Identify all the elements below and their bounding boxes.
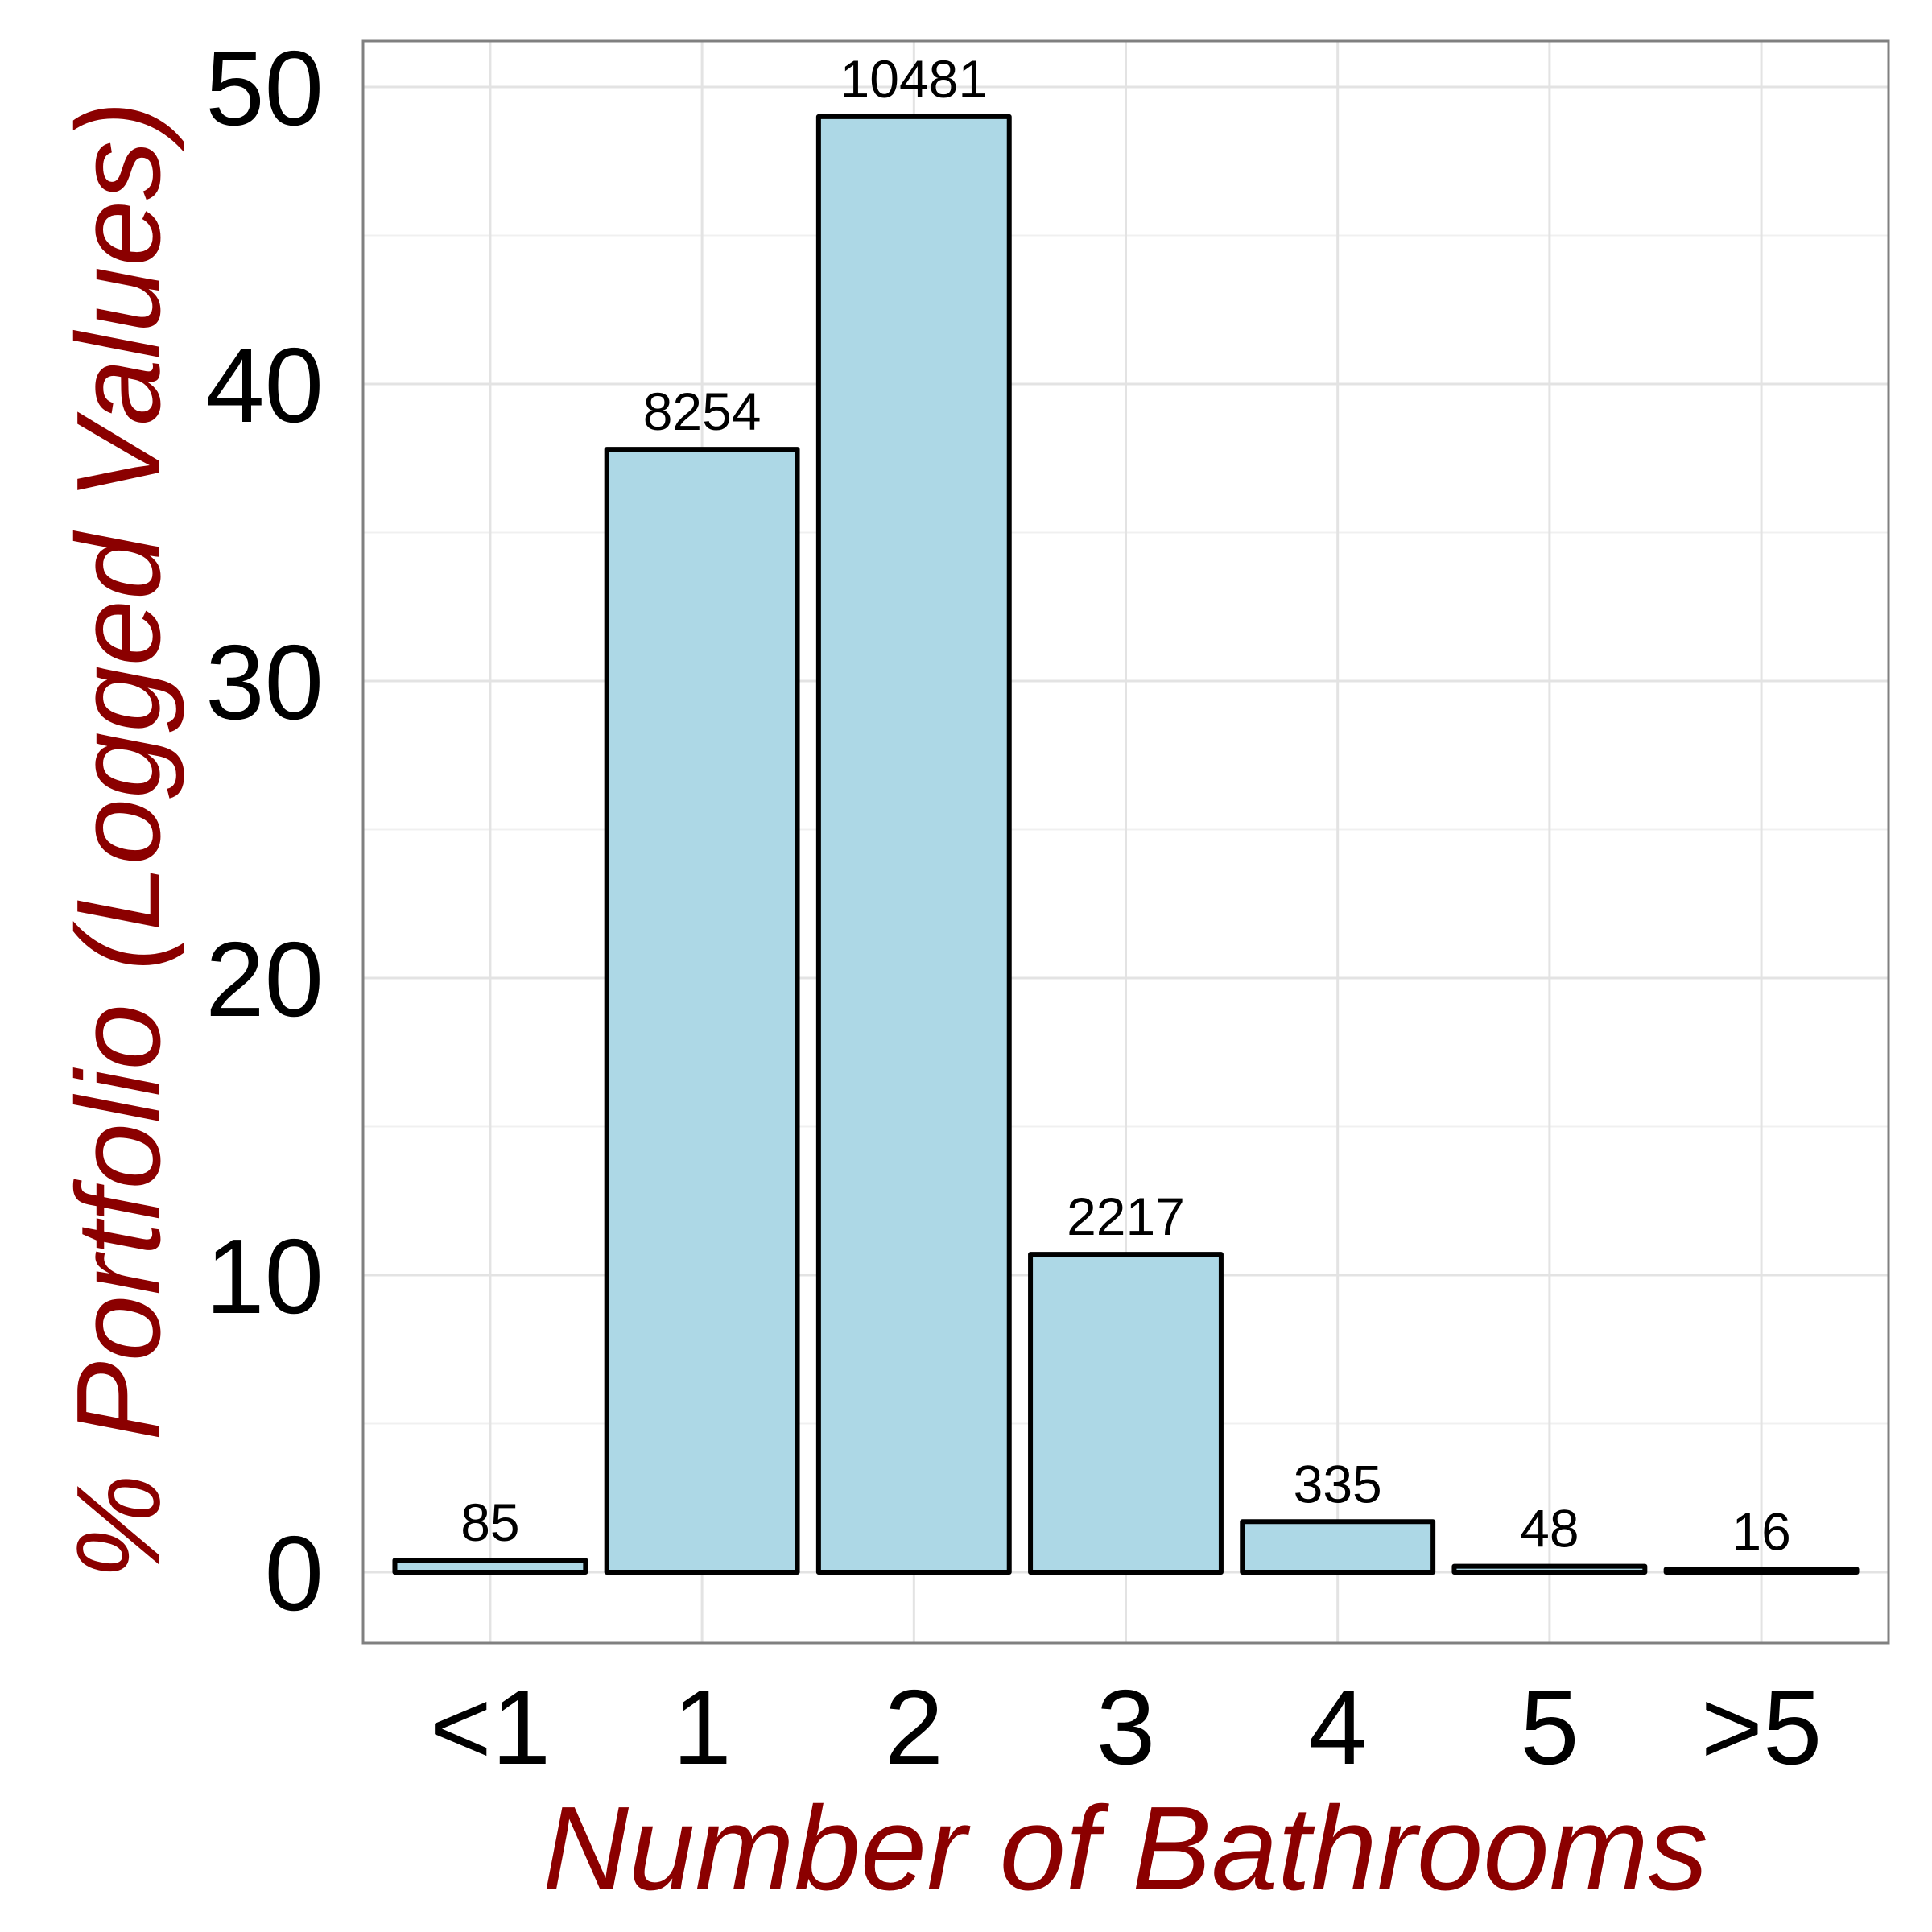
data-label: 16 [1732,1501,1790,1561]
x-tick-label: 1 [672,1668,731,1786]
panel-border [361,39,1890,1645]
y-tick-label: 30 [205,623,324,741]
data-label: 335 [1294,1454,1382,1513]
y-tick-label: 0 [265,1514,324,1633]
data-label: 2217 [1067,1187,1185,1246]
x-tick-label: 4 [1308,1668,1367,1786]
y-tick-label: 20 [205,920,324,1038]
x-tick-label: 2 [885,1668,943,1786]
data-label: 48 [1520,1499,1579,1558]
y-tick-label: 40 [205,326,324,444]
y-tick-label: 10 [205,1217,324,1335]
x-tick-labels: <1 1 2 3 4 5 >5 [430,1668,1823,1786]
bar [392,1558,588,1575]
data-labels: 85 8254 10481 2217 335 48 16 [460,49,1791,1561]
y-axis-title: % Portfolio (Logged Values) [52,101,185,1579]
x-tick-label: 5 [1520,1668,1579,1786]
data-label: 10481 [840,49,989,109]
x-tick-label: <1 [430,1668,551,1786]
bar [1451,1563,1648,1575]
x-tick-label: >5 [1701,1668,1823,1786]
x-tick-label: 3 [1096,1668,1155,1786]
x-axis-title: Number of Bathrooms [543,1782,1708,1915]
bar [815,114,1012,1575]
bar [604,447,800,1575]
data-label: 85 [460,1492,519,1552]
bar [1028,1252,1224,1575]
bar [1240,1519,1436,1575]
bar [1663,1567,1860,1575]
y-tick-label: 50 [205,29,324,147]
bars [392,114,1860,1575]
y-tick-labels: 0 10 20 30 40 50 [205,29,324,1633]
data-label: 8254 [643,382,762,441]
